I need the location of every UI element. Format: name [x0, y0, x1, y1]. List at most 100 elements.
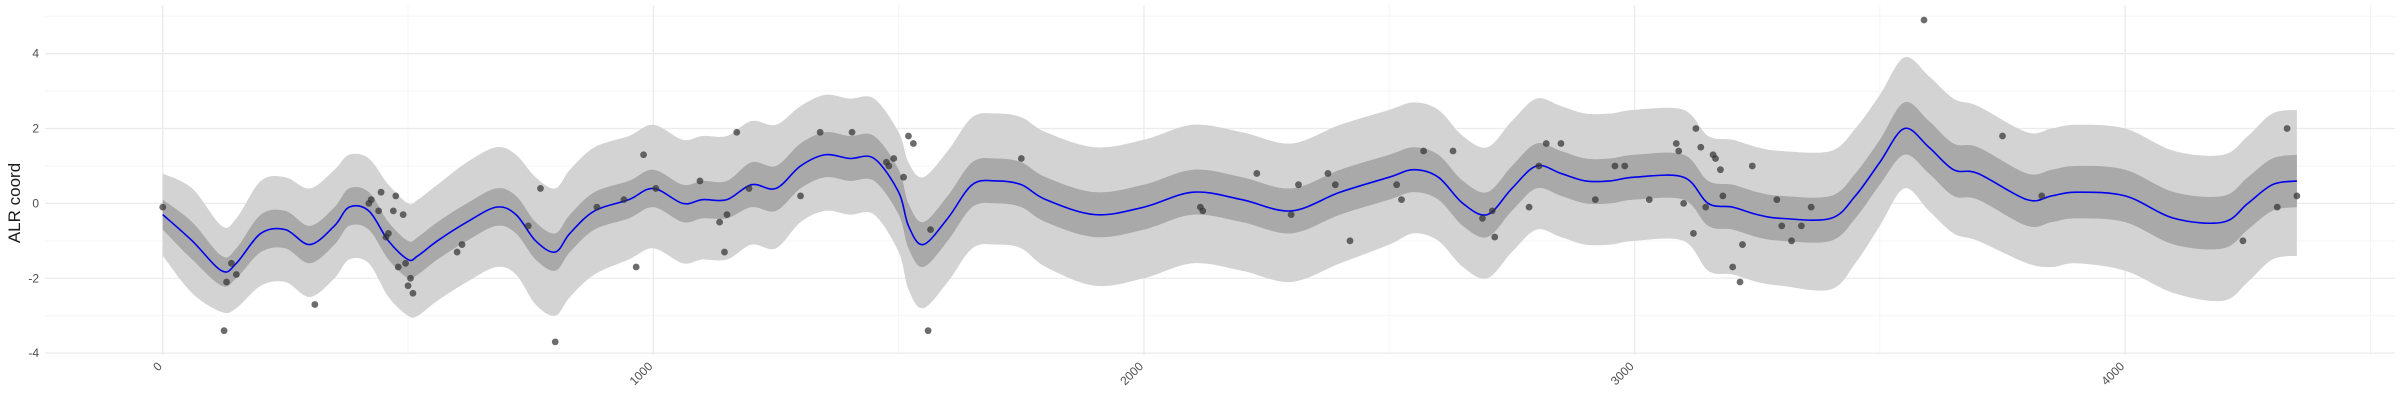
data-point: [816, 128, 824, 136]
data-point: [1788, 237, 1795, 245]
data-point: [1672, 140, 1680, 147]
y-tick-label: -4: [28, 346, 39, 360]
data-point: [716, 218, 723, 226]
data-point: [1557, 140, 1565, 147]
data-point: [1773, 196, 1781, 204]
x-tick-label: 4000: [2099, 359, 2128, 388]
data-point: [721, 248, 728, 256]
data-point: [1479, 214, 1486, 222]
data-point: [848, 128, 856, 136]
data-point: [652, 185, 660, 192]
data-point: [745, 185, 753, 192]
data-point: [1398, 196, 1405, 204]
inner-confidence-band: [162, 101, 2297, 287]
data-point: [1017, 155, 1025, 162]
data-point: [1420, 147, 1428, 155]
data-point: [885, 162, 893, 170]
data-point: [402, 259, 409, 267]
data-point: [1346, 237, 1354, 245]
data-point: [1778, 222, 1786, 230]
data-point: [1621, 162, 1629, 170]
data-point: [1542, 140, 1550, 147]
data-point: [2273, 203, 2281, 211]
data-point: [632, 263, 640, 271]
data-point: [1287, 211, 1295, 219]
data-point: [407, 274, 414, 282]
data-point: [385, 229, 392, 237]
data-point: [392, 192, 400, 200]
data-point: [1690, 229, 1697, 237]
data-point: [593, 203, 601, 211]
data-point: [890, 155, 898, 162]
data-point: [1488, 207, 1496, 215]
data-point: [1719, 192, 1727, 200]
data-point: [1736, 278, 1744, 286]
data-point: [375, 207, 383, 215]
data-point: [551, 338, 559, 346]
data-point: [1535, 162, 1543, 170]
y-tick-label: 2: [32, 122, 39, 136]
data-point: [1712, 155, 1719, 162]
data-point: [927, 226, 934, 233]
x-tick-label: 0: [150, 359, 165, 374]
data-point: [1807, 203, 1815, 211]
data-point: [1680, 199, 1688, 207]
data-point: [1675, 147, 1683, 155]
data-point: [394, 263, 402, 271]
data-point: [1748, 162, 1756, 170]
data-point: [1729, 263, 1737, 271]
data-point: [909, 140, 917, 147]
data-point: [696, 177, 704, 185]
data-point: [2283, 125, 2291, 132]
data-point: [453, 248, 461, 256]
data-point: [1702, 203, 1710, 211]
data-point: [640, 151, 647, 159]
x-tick-label: 1000: [627, 359, 656, 388]
data-point: [1697, 143, 1705, 151]
data-point: [458, 241, 466, 248]
data-point: [1797, 222, 1805, 230]
data-point: [1253, 170, 1261, 177]
data-point: [900, 173, 907, 181]
data-point: [228, 259, 235, 267]
data-point: [2038, 192, 2046, 200]
data-point: [377, 188, 385, 196]
data-point: [1611, 162, 1619, 170]
data-point: [389, 207, 397, 215]
data-point: [2239, 237, 2247, 245]
data-point: [620, 196, 628, 204]
mean-trend-line: [162, 127, 2298, 273]
data-point: [399, 211, 407, 219]
y-axis-tick-labels: -4 -2 0 2 4: [28, 47, 39, 360]
data-point: [924, 327, 932, 335]
data-point: [232, 271, 240, 278]
data-point: [404, 282, 412, 290]
data-point: [1920, 16, 1928, 24]
x-tick-label: 2000: [1117, 359, 1146, 388]
data-point: [1717, 166, 1724, 174]
x-axis-tick-labels: 0 1000 2000 3000 4000: [150, 359, 2127, 388]
data-point: [537, 185, 544, 192]
data-point: [1449, 147, 1457, 155]
data-point: [1199, 207, 1207, 215]
data-point: [524, 222, 532, 230]
data-point: [409, 289, 417, 297]
y-tick-label: 4: [32, 47, 39, 61]
data-point: [905, 132, 912, 140]
data-point: [723, 211, 731, 219]
data-point: [2293, 192, 2301, 200]
data-point: [1692, 125, 1700, 132]
x-tick-label: 3000: [1608, 359, 1637, 388]
data-point: [1591, 196, 1599, 204]
data-point: [1324, 170, 1332, 177]
data-point: [1393, 181, 1401, 189]
data-point: [1491, 233, 1499, 241]
data-point: [311, 301, 319, 308]
data-point: [220, 327, 228, 335]
data-point: [223, 278, 230, 286]
data-point: [367, 196, 375, 204]
y-tick-label: -2: [28, 271, 39, 285]
data-point: [1739, 241, 1746, 248]
data-point: [1645, 196, 1653, 204]
data-point: [1295, 181, 1302, 189]
